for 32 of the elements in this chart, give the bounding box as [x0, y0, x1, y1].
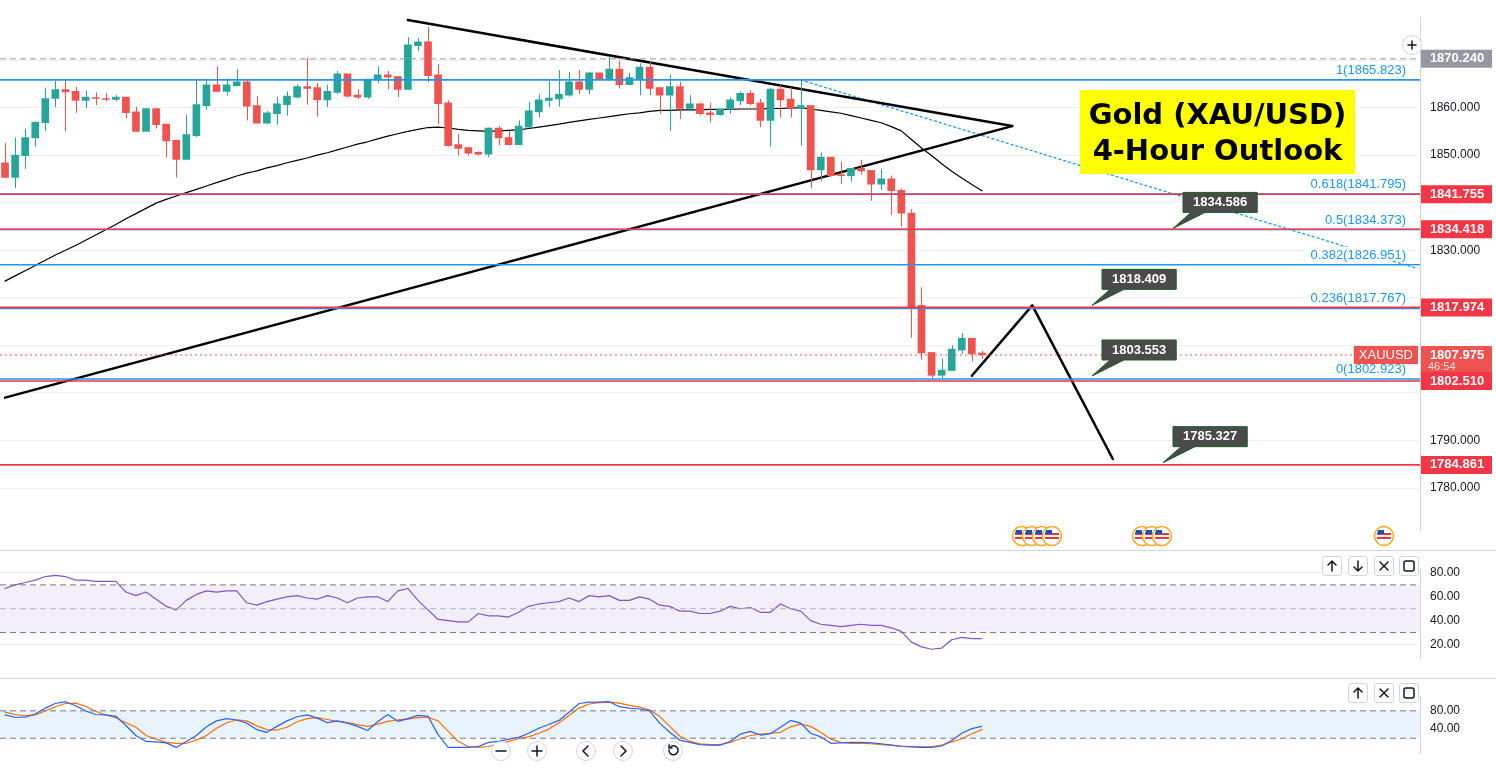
annotation: 1785.327 — [1182, 428, 1238, 444]
y-tick-label: 1790.000 — [1430, 432, 1481, 447]
ref-line-label: 0(1802.923) — [1335, 361, 1406, 377]
y-tick-label: 60.00 — [1430, 589, 1461, 604]
annotation: 1818.409 — [1111, 270, 1167, 286]
ref-line-label: 1834.418 — [1429, 220, 1485, 236]
y-tick-label: 1850.000 — [1430, 147, 1481, 162]
ref-line-label: 1870.240 — [1429, 50, 1485, 66]
text: 46:54 — [1428, 359, 1456, 372]
y-tick-label: 40.00 — [1430, 721, 1461, 736]
y-tick-label: 80.00 — [1430, 703, 1461, 718]
y-tick-label: 1860.000 — [1430, 99, 1481, 114]
annotation: XAUUSD — [1358, 346, 1414, 362]
ref-line-label: 1817.974 — [1429, 298, 1485, 314]
y-tick-label: 20.00 — [1430, 636, 1461, 651]
ref-line-label: 1(1865.823) — [1335, 61, 1406, 77]
ref-line-label: 0.236(1817.767) — [1310, 290, 1406, 306]
ref-line-label: 0.5(1834.373) — [1325, 211, 1406, 227]
ref-line-label: 1841.755 — [1429, 185, 1485, 201]
annotation: 1803.553 — [1111, 341, 1167, 357]
ref-line-label: 0.382(1826.951) — [1310, 246, 1406, 262]
annotation: 1834.586 — [1192, 193, 1248, 209]
y-tick-label: 40.00 — [1430, 612, 1461, 627]
text: Gold (XAU/USD) — [1087, 96, 1348, 132]
text: 4-Hour Outlook — [1091, 132, 1344, 168]
ref-line-label: 0.618(1841.795) — [1310, 176, 1406, 192]
ref-line-label: 1802.510 — [1429, 372, 1485, 388]
ref-line-label: 1784.861 — [1429, 456, 1485, 472]
ref-line-label: 1807.975 — [1429, 346, 1485, 362]
y-tick-label: 1830.000 — [1430, 242, 1481, 257]
y-tick-label: 1780.000 — [1430, 480, 1481, 495]
y-tick-label: 80.00 — [1430, 565, 1461, 580]
